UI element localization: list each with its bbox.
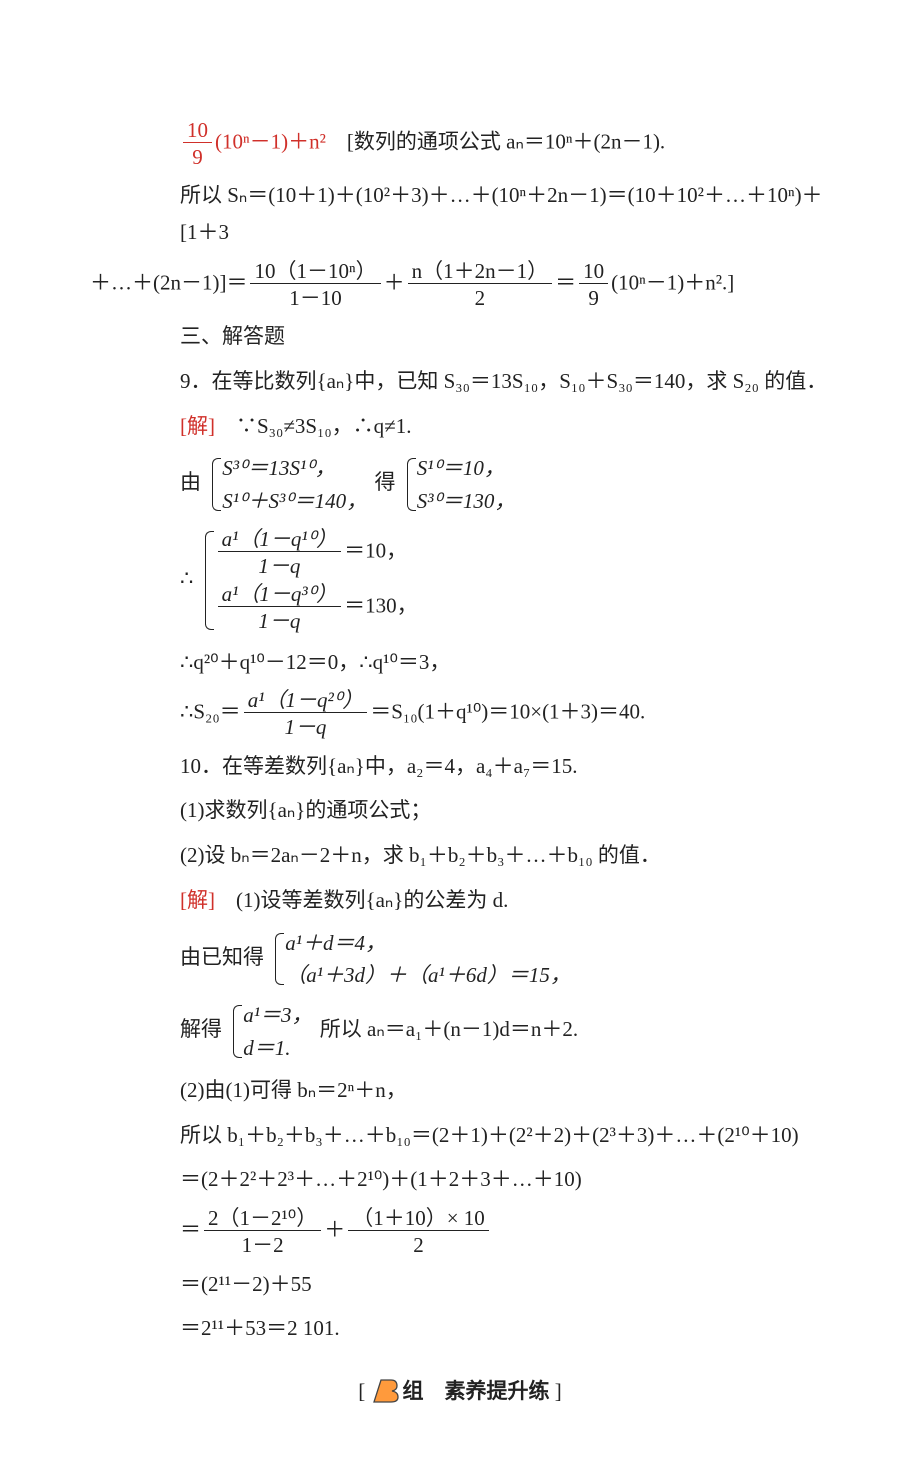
b3-r2-den: 1－q <box>218 607 342 633</box>
answer-line-1: 10 9 (10ⁿ－1)＋n² [数列的通项公式 aₙ＝10ⁿ＋(2n－1). <box>90 118 830 169</box>
q10-s7-mid: ＋ <box>324 1218 345 1242</box>
b3-r2: a¹（1－q³⁰） 1－q ＝130， <box>215 580 418 635</box>
l3-f3-num: 10 <box>579 259 608 284</box>
q9-l2-pre: 由 <box>180 470 201 494</box>
q10-s7-pre: ＝ <box>180 1218 201 1242</box>
q9-l5-den: 1－q <box>244 713 368 739</box>
question-10-sol-5: 所以 b₁＋b₂＋b₃＋…＋b₁₀＝(2＋1)＋(2²＋2)＋(2³＋3)＋…＋… <box>90 1117 830 1154</box>
q10-s1: (1)设等差数列{aₙ}的公差为 d. <box>236 888 508 912</box>
b3-r2-tail: ＝130， <box>344 594 418 618</box>
question-9-sol-5: ∴S₂₀＝ a¹（1－q²⁰） 1－q ＝S₁₀(1＋q¹⁰)＝10×(1＋3)… <box>90 688 830 739</box>
solution-label: [解] <box>180 414 215 438</box>
b5-r2: d＝1. <box>243 1032 312 1064</box>
brace-block-2: S¹⁰＝10， S³⁰＝130， <box>403 452 516 517</box>
q10-s2-pre: 由已知得 <box>180 945 264 969</box>
b3-r1: a¹（1－q¹⁰） 1－q ＝10， <box>215 525 418 580</box>
question-9-sol-3: ∴ a¹（1－q¹⁰） 1－q ＝10， a¹（1－q³⁰） 1－q ＝130， <box>90 525 830 636</box>
question-10-1: (1)求数列{aₙ}的通项公式； <box>90 792 830 829</box>
b3-r1-den: 1－q <box>218 552 342 578</box>
l3-f2-num: n（1＋2n－1） <box>408 259 553 284</box>
l3-frac1: 10（1－10ⁿ） 1－10 <box>250 259 380 310</box>
b3-r2-num: a¹（1－q³⁰） <box>218 582 342 607</box>
l3-mid1: ＋ <box>384 270 405 294</box>
question-9: 9．在等比数列{aₙ}中，已知 S₃₀＝13S₁₀，S₁₀＋S₃₀＝140，求 … <box>90 363 830 400</box>
question-10-2: (2)设 bₙ＝2aₙ－2＋n，求 b₁＋b₂＋b₃＋…＋b₁₀ 的值． <box>90 837 830 874</box>
answer-expr: (10ⁿ－1)＋n² <box>215 129 326 153</box>
question-10-sol-9: ＝2¹¹＋53＝2 101. <box>90 1310 830 1347</box>
section-b-footer: [ 组 素养提升练 ] <box>90 1373 830 1416</box>
q10-s3-pre: 解得 <box>180 1017 222 1041</box>
l3-mid2: ＝ <box>555 270 576 294</box>
page: 10 9 (10ⁿ－1)＋n² [数列的通项公式 aₙ＝10ⁿ＋(2n－1). … <box>0 0 920 1476</box>
q9-l1: ∵S₃₀≠3S₁₀，∴q≠1. <box>236 414 411 438</box>
question-10-sol-3: 解得 a¹＝3， d＝1. 所以 aₙ＝a₁＋(n－1)d＝n＋2. <box>90 999 830 1064</box>
fraction-10-9: 10 9 <box>183 118 212 169</box>
b3-r2-frac: a¹（1－q³⁰） 1－q <box>218 582 342 633</box>
b4-r2: （a¹＋3d）＋（a¹＋6d）＝15， <box>285 959 571 991</box>
brace-block-5: a¹＝3， d＝1. <box>229 999 312 1064</box>
question-9-sol-1: [解] ∵S₃₀≠3S₁₀，∴q≠1. <box>90 408 830 445</box>
l3-prefix: ＋…＋(2n－1)]＝ <box>90 270 247 294</box>
question-9-sol-2: 由 S³⁰＝13S¹⁰， S¹⁰＋S³⁰＝140， 得 S¹⁰＝10， S³⁰＝… <box>90 452 830 517</box>
brace-block-1: S³⁰＝13S¹⁰， S¹⁰＋S³⁰＝140， <box>208 452 367 517</box>
q10-s7-f2-den: 2 <box>348 1231 489 1257</box>
b4-r1: a¹＋d＝4， <box>285 927 571 959</box>
b2-r1: S¹⁰＝10， <box>417 452 516 484</box>
footer-b-text: 组 素养提升练 <box>403 1379 550 1403</box>
q10-s7-f1: 2（1－2¹⁰） 1－2 <box>204 1206 321 1257</box>
q9-l3-pre: ∴ <box>180 566 193 590</box>
brace-block-4: a¹＋d＝4， （a¹＋3d）＋（a¹＋6d）＝15， <box>271 927 571 992</box>
l3-frac2: n（1＋2n－1） 2 <box>408 259 553 310</box>
q10-s7-f2: （1＋10）× 10 2 <box>348 1206 489 1257</box>
frac-num: 10 <box>183 118 212 143</box>
b1-r2: S¹⁰＋S³⁰＝140， <box>222 485 367 517</box>
question-10-sol-8: ＝(2¹¹－2)＋55 <box>90 1266 830 1303</box>
derivation-line-3: ＋…＋(2n－1)]＝ 10（1－10ⁿ） 1－10 ＋ n（1＋2n－1） 2… <box>90 259 830 310</box>
solution-label-2: [解] <box>180 888 215 912</box>
l3-f1-num: 10（1－10ⁿ） <box>250 259 380 284</box>
q9-l5-num: a¹（1－q²⁰） <box>244 688 368 713</box>
q9-l2-mid: 得 <box>374 470 395 494</box>
l3-f1-den: 1－10 <box>250 284 380 310</box>
q9-l5-frac: a¹（1－q²⁰） 1－q <box>244 688 368 739</box>
q10-s7-f1-num: 2（1－2¹⁰） <box>204 1206 321 1231</box>
bracket-right: ] <box>555 1379 562 1403</box>
question-10-sol-4: (2)由(1)可得 bₙ＝2ⁿ＋n， <box>90 1072 830 1109</box>
l3-f3-den: 9 <box>579 284 608 310</box>
q10-s7-f2-num: （1＋10）× 10 <box>348 1206 489 1231</box>
l3-frac3: 10 9 <box>579 259 608 310</box>
question-10: 10．在等差数列{aₙ}中，a₂＝4，a₄＋a₇＝15. <box>90 748 830 785</box>
l3-tail: (10ⁿ－1)＋n².] <box>611 270 734 294</box>
q9-l5-pre: ∴S₂₀＝ <box>180 700 241 724</box>
b3-r1-num: a¹（1－q¹⁰） <box>218 527 342 552</box>
brace-block-3: a¹（1－q¹⁰） 1－q ＝10， a¹（1－q³⁰） 1－q ＝130， <box>201 525 418 636</box>
b2-r2: S³⁰＝130， <box>417 485 516 517</box>
q10-s3-tail: 所以 aₙ＝a₁＋(n－1)d＝n＋2. <box>320 1017 578 1041</box>
q10-s7-f1-den: 1－2 <box>204 1231 321 1257</box>
b-group-icon <box>371 1378 399 1416</box>
question-10-sol-1: [解] (1)设等差数列{aₙ}的公差为 d. <box>90 882 830 919</box>
answer-note: [数列的通项公式 aₙ＝10ⁿ＋(2n－1). <box>347 129 665 153</box>
l3-f2-den: 2 <box>408 284 553 310</box>
b3-r1-frac: a¹（1－q¹⁰） 1－q <box>218 527 342 578</box>
b3-r1-tail: ＝10， <box>344 538 407 562</box>
b1-r1: S³⁰＝13S¹⁰， <box>222 452 367 484</box>
bracket-left: [ <box>358 1379 365 1403</box>
section-3-heading: 三、解答题 <box>90 318 830 355</box>
derivation-line-2: 所以 Sₙ＝(10＋1)＋(10²＋3)＋…＋(10ⁿ＋2n－1)＝(10＋10… <box>90 177 830 251</box>
question-10-sol-6: ＝(2＋2²＋2³＋…＋2¹⁰)＋(1＋2＋3＋…＋10) <box>90 1161 830 1198</box>
frac-den: 9 <box>183 143 212 169</box>
b5-r1: a¹＝3， <box>243 999 312 1031</box>
q9-l5-tail: ＝S₁₀(1＋q¹⁰)＝10×(1＋3)＝40. <box>370 700 645 724</box>
question-10-sol-2: 由已知得 a¹＋d＝4， （a¹＋3d）＋（a¹＋6d）＝15， <box>90 927 830 992</box>
question-9-sol-4: ∴q²⁰＋q¹⁰－12＝0，∴q¹⁰＝3， <box>90 644 830 681</box>
question-10-sol-7: ＝ 2（1－2¹⁰） 1－2 ＋ （1＋10）× 10 2 <box>90 1206 830 1257</box>
